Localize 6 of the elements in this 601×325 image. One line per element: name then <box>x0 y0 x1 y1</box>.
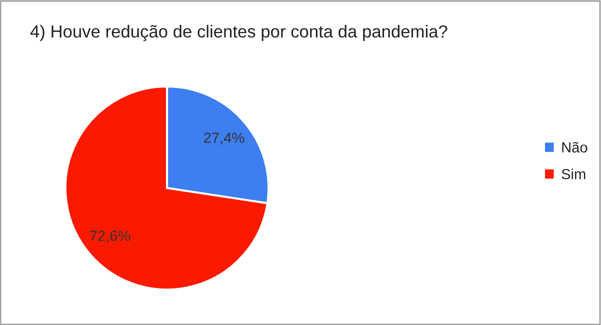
legend-label: Sim <box>562 168 586 180</box>
data-label: 72,6% <box>90 230 130 243</box>
data-label: 27,4% <box>204 132 244 145</box>
legend-label: Não <box>562 142 588 153</box>
pie-slice <box>64 85 268 291</box>
chart-title: 4) Houve redução de clientes por conta da pandemia? <box>30 24 448 42</box>
